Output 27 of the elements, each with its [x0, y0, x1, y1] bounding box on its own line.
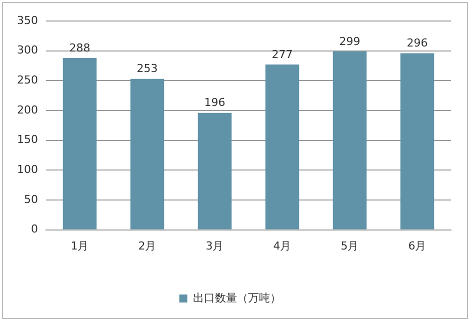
x-tick-label: 1月 [70, 239, 89, 252]
bar [130, 78, 164, 230]
y-tick-label: 150 [16, 133, 38, 146]
data-label: 296 [406, 36, 428, 50]
data-label: 288 [69, 41, 90, 54]
y-tick-label: 0 [30, 222, 38, 236]
data-label: 196 [204, 96, 226, 110]
bar [62, 58, 97, 230]
y-tick-label: 50 [24, 192, 38, 206]
bar [198, 112, 232, 230]
x-tick-label: 3月 [206, 239, 224, 252]
x-tick-label: 4月 [273, 239, 292, 252]
y-tick-label: 200 [16, 103, 38, 116]
data-label: 253 [136, 62, 158, 76]
bar [265, 64, 300, 230]
x-tick-label: 5月 [340, 239, 359, 252]
bar [332, 51, 367, 230]
y-tick-label: 300 [16, 44, 38, 57]
y-tick-label: 350 [16, 14, 38, 27]
x-tick-label: 2月 [138, 239, 156, 252]
y-tick-label: 100 [16, 163, 38, 176]
y-tick-label: 250 [16, 74, 38, 87]
data-label: 277 [272, 48, 293, 61]
data-label: 299 [339, 34, 360, 48]
bar [400, 53, 434, 230]
x-tick-label: 6月 [408, 239, 426, 252]
legend-label: 出口数量（万吨） [192, 291, 281, 304]
